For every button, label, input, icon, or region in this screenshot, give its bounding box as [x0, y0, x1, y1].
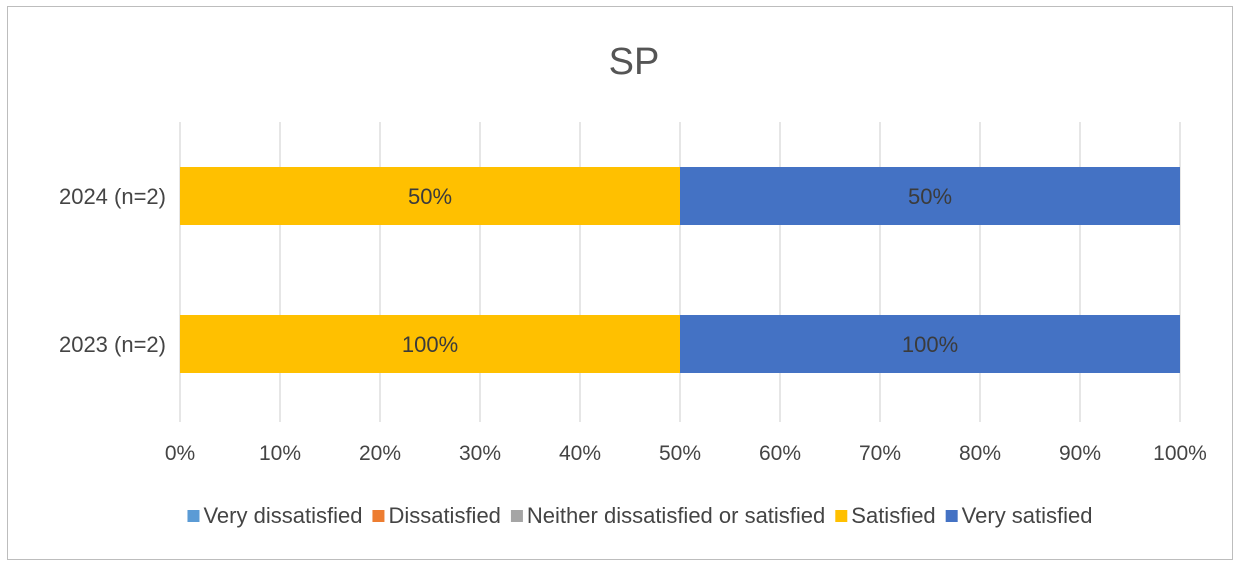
- legend-swatch: [372, 510, 385, 522]
- legend: Very dissatisfied Dissatisfied Neither dis…: [187, 503, 1093, 528]
- bar-segment: [680, 167, 1180, 225]
- x-tick-label: 90%: [1059, 442, 1101, 465]
- category-label: 2023 (n=2): [59, 332, 166, 357]
- legend-item: Dissatisfied: [372, 503, 501, 528]
- legend-label: Satisfied: [851, 503, 935, 528]
- bar-segment: [180, 167, 680, 225]
- legend-item: Neither dissatisfied or satisfied: [510, 503, 825, 528]
- legend-label: Dissatisfied: [388, 503, 500, 528]
- legend-swatch: [187, 510, 200, 522]
- legend-swatch: [835, 510, 848, 522]
- x-tick-label: 80%: [959, 442, 1001, 465]
- category-label: 2024 (n=2): [59, 184, 166, 209]
- x-tick-label: 70%: [859, 442, 901, 465]
- chart-frame: [7, 6, 1233, 560]
- x-tick-label: 60%: [759, 442, 801, 465]
- legend-label: Very dissatisfied: [203, 503, 362, 528]
- x-tick-label: 100%: [1153, 442, 1207, 465]
- bar-segment: [180, 315, 680, 373]
- legend-item: Very dissatisfied: [187, 503, 362, 528]
- legend-label: Neither dissatisfied or satisfied: [527, 503, 825, 528]
- x-tick-label: 10%: [259, 442, 301, 465]
- chart-title: SP: [609, 41, 660, 83]
- x-tick-labels: 0% 10% 20% 30% 40% 50% 60% 70% 80% 90% 100%: [165, 442, 1207, 465]
- legend-item: Satisfied: [835, 503, 936, 528]
- x-tick-label: 50%: [659, 442, 701, 465]
- data-label: 50%: [908, 184, 952, 209]
- legend-swatch: [510, 510, 523, 522]
- data-label: 50%: [408, 184, 452, 209]
- legend-item: Very satisfied: [945, 503, 1093, 528]
- x-tick-label: 30%: [459, 442, 501, 465]
- category-labels: 2024 (n=2) 2023 (n=2): [59, 184, 166, 357]
- bar-segment: [680, 315, 1180, 373]
- bars: 50% 50% 100% 100%: [180, 167, 1180, 373]
- legend-swatch: [945, 510, 958, 522]
- legend-label: Very satisfied: [962, 503, 1093, 528]
- data-label: 100%: [902, 332, 958, 357]
- data-label: 100%: [402, 332, 458, 357]
- x-tick-label: 0%: [165, 442, 195, 465]
- x-tick-label: 40%: [559, 442, 601, 465]
- x-tick-label: 20%: [359, 442, 401, 465]
